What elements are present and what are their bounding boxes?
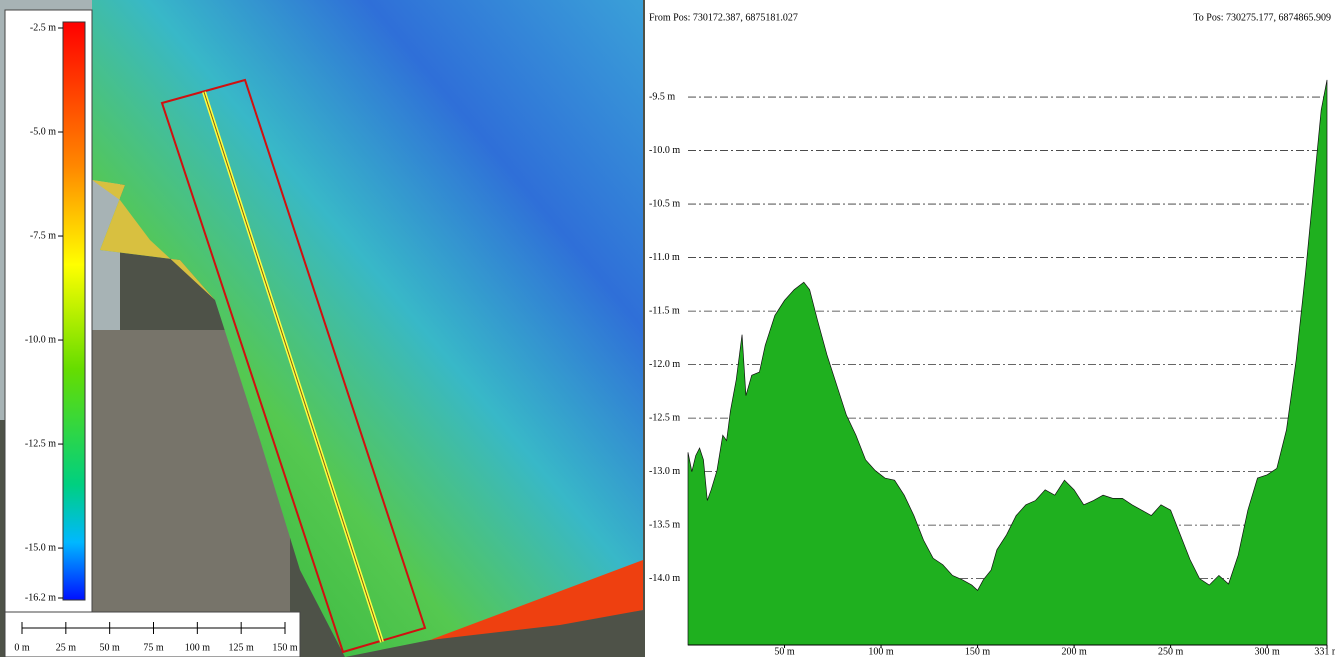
profile-chart: From Pos: 730172.387, 6875181.027 To Pos… — [649, 12, 1335, 657]
y-tick-label: -13.5 m — [649, 519, 680, 530]
x-tick-label: 150 m — [965, 646, 991, 657]
colorbar-label: -2.5 m — [30, 22, 56, 33]
scalebar-label: 25 m — [56, 642, 77, 653]
colorbar-label: -16.2 m — [25, 592, 56, 603]
profile-line-core — [203, 91, 383, 643]
shallow-area — [92, 180, 215, 300]
bathymetry — [92, 0, 643, 657]
from-position: From Pos: 730172.387, 6875181.027 — [649, 12, 798, 23]
scalebar-label: 150 m — [272, 642, 298, 653]
profile-area — [687, 79, 1328, 646]
y-tick-label: -10.0 m — [649, 145, 680, 156]
x-tick-label: 100 m — [868, 646, 894, 657]
y-tick-label: -14.0 m — [649, 573, 680, 584]
colorbar — [62, 21, 86, 601]
y-tick-label: -10.5 m — [649, 198, 680, 209]
y-tick-label: -13.0 m — [649, 466, 680, 477]
scalebar-label: 50 m — [100, 642, 121, 653]
scalebar-label: 100 m — [185, 642, 211, 653]
colorbar-label: -15.0 m — [25, 542, 56, 553]
scalebar-box — [4, 611, 301, 657]
shallow-area — [430, 560, 643, 640]
to-position: To Pos: 730275.177, 6874865.909 — [1193, 12, 1331, 23]
y-tick-label: -9.5 m — [649, 91, 675, 102]
y-tick-label: -11.5 m — [649, 305, 680, 316]
scalebar-label: 75 m — [143, 642, 164, 653]
x-tick-label: 50 m — [774, 646, 795, 657]
scalebar-label: 125 m — [229, 642, 255, 653]
y-tick-label: -12.5 m — [649, 412, 680, 423]
y-tick-label: -11.0 m — [649, 252, 680, 263]
colorbar-label: -5.0 m — [30, 126, 56, 137]
colorbar-label: -7.5 m — [30, 230, 56, 241]
x-tick-label: 300 m — [1255, 646, 1281, 657]
profile-corridor — [160, 78, 427, 654]
colorbar-label: -10.0 m — [25, 334, 56, 345]
scalebar-label: 0 m — [14, 642, 30, 653]
x-tick-label: 250 m — [1158, 646, 1184, 657]
colorbar-label: -12.5 m — [25, 438, 56, 449]
x-tick-label: 331 m — [1314, 646, 1335, 657]
y-tick-label: -12.0 m — [649, 359, 680, 370]
x-tick-label: 200 m — [1061, 646, 1087, 657]
map-panel: -2.5 m -5.0 m -7.5 m -10.0 m -12.5 m -15.0 m -… — [0, 0, 645, 657]
